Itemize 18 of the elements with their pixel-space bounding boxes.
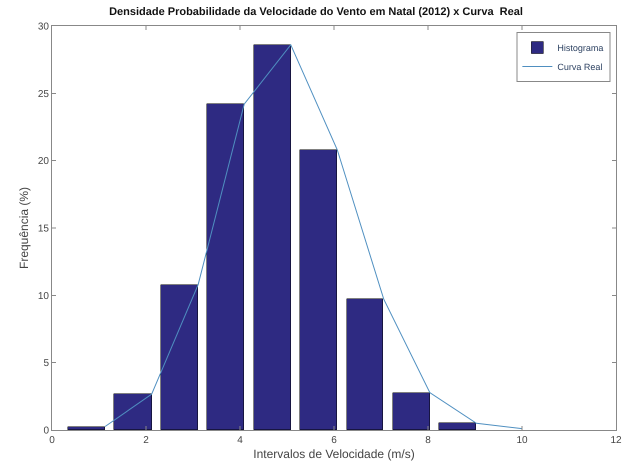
x-axis-title: Intervalos de Velocidade (m/s) (253, 446, 415, 461)
legend-label: Histograma (557, 43, 604, 54)
x-tick-label: 6 (331, 435, 338, 446)
y-tick-label: 30 (38, 22, 50, 32)
y-tick-label: 25 (38, 88, 50, 100)
x-tick-label: 10 (516, 435, 528, 446)
legend-label: Curva Real (557, 62, 602, 72)
y-tick-label: 15 (38, 224, 50, 234)
y-tick-label: 0 (43, 426, 50, 436)
x-tick-label: 8 (425, 435, 432, 446)
y-axis-title: Frequência (%) (17, 186, 32, 270)
chart-title: Densidade Probabilidade da Velocidade do Vento em Natal (2012) x Curva Real (109, 6, 523, 18)
x-tick-label: 4 (237, 435, 244, 446)
x-tick-label: 12 (610, 435, 622, 446)
y-tick-label: 20 (38, 156, 50, 168)
x-tick-label: 2 (143, 435, 150, 446)
y-tick-label: 10 (38, 290, 50, 302)
y-tick-label: 5 (43, 358, 50, 370)
